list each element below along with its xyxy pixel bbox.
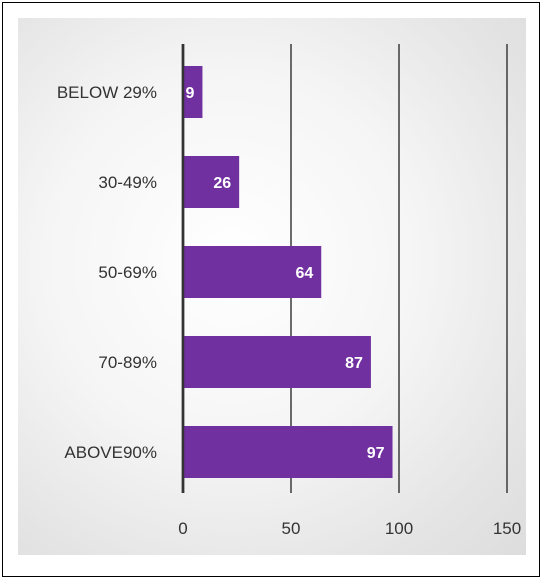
- data-label: 26: [213, 175, 231, 192]
- category-labels: BELOW 29% 30-49% 50-69% 70-89% ABOVE90%: [57, 83, 157, 462]
- x-tick-label: 150: [493, 519, 521, 538]
- x-tick-labels: 0 50 100 150: [178, 519, 521, 538]
- bar: [184, 336, 371, 388]
- x-tick-label: 0: [178, 519, 187, 538]
- x-tick-label: 100: [385, 519, 413, 538]
- category-label: ABOVE90%: [64, 443, 157, 462]
- category-label: 70-89%: [98, 353, 157, 372]
- category-label: BELOW 29%: [57, 83, 157, 102]
- data-label: 9: [186, 85, 195, 102]
- bar: [184, 66, 203, 118]
- bar: [184, 156, 240, 208]
- data-label: 97: [367, 445, 385, 462]
- data-label: 64: [295, 265, 313, 282]
- x-tick-label: 50: [282, 519, 301, 538]
- bars: [184, 66, 393, 478]
- category-label: 30-49%: [98, 173, 157, 192]
- bar: [184, 246, 322, 298]
- bar: [184, 426, 393, 478]
- data-label: 87: [345, 355, 363, 372]
- category-label: 50-69%: [98, 263, 157, 282]
- data-labels: 9 26 64 87 97: [186, 85, 385, 462]
